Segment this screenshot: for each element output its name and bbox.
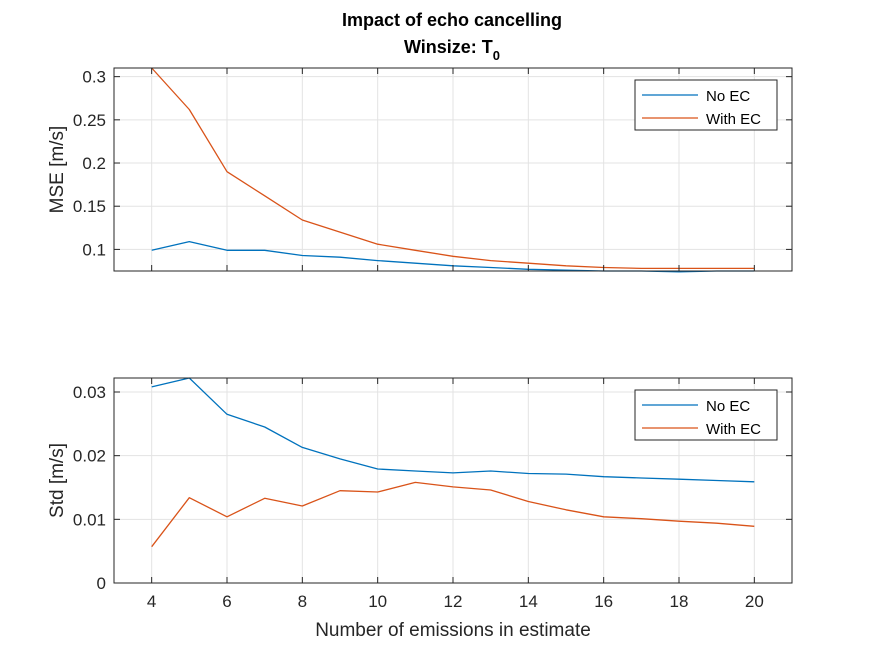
std-x-tick-label: 8	[298, 592, 307, 611]
std-y-tick-label: 0.03	[73, 383, 106, 402]
std-series-with-ec-line	[151, 481, 755, 548]
std-x-tick-label: 10	[368, 592, 387, 611]
mse-legend: No EC With EC	[634, 79, 778, 131]
std-x-tick-label: 14	[519, 592, 538, 611]
std-x-tick-label: 18	[670, 592, 689, 611]
mse-y-tick-label: 0.1	[82, 240, 106, 259]
chart-subtitle-text: Winsize: T	[404, 37, 493, 57]
mse-legend-label-no-ec: No EC	[706, 88, 750, 105]
mse-axes: 0.1 0.15 0.2 0.25 0.3 MSE [m/s] No EC With EC	[47, 67, 793, 273]
std-legend-label-with-ec: With EC	[706, 421, 761, 438]
std-legend-box	[634, 389, 778, 441]
std-y-axis-label: Std [m/s]	[47, 443, 68, 518]
std-x-tick-label: 6	[222, 592, 231, 611]
std-x-tick-label: 4	[147, 592, 156, 611]
std-legend: No EC With EC	[634, 389, 778, 441]
mse-series-with-ec-line	[151, 67, 755, 270]
std-y-tick-label: 0.02	[73, 447, 106, 466]
mse-legend-box	[634, 79, 778, 131]
std-x-tick-label: 20	[745, 592, 764, 611]
mse-y-tick-label: 0.2	[82, 154, 106, 173]
mse-y-tick-label: 0.3	[82, 68, 106, 87]
mse-legend-label-with-ec: With EC	[706, 111, 761, 128]
std-x-tick-label: 12	[444, 592, 463, 611]
std-x-axis-label: Number of emissions in estimate	[315, 620, 591, 641]
std-y-tick-label: 0	[97, 574, 106, 593]
mse-y-tick-label: 0.15	[73, 197, 106, 216]
mse-y-axis-label: MSE [m/s]	[47, 126, 68, 214]
std-legend-label-no-ec: No EC	[706, 398, 750, 415]
std-y-tick-label: 0.01	[73, 510, 106, 529]
mse-y-tick-label: 0.25	[73, 111, 106, 130]
std-x-tick-label: 16	[594, 592, 613, 611]
chart-title: Impact of echo cancelling	[342, 10, 562, 30]
chart-subtitle: Winsize: T0	[404, 37, 500, 63]
std-series-no-ec-line	[151, 377, 755, 483]
chart-subtitle-subscript: 0	[493, 48, 500, 63]
std-axes: 4 6 8 10 12 14 16 18 20 0 0.01 0.02 0.03 Std [m/s] Num…	[47, 377, 793, 641]
